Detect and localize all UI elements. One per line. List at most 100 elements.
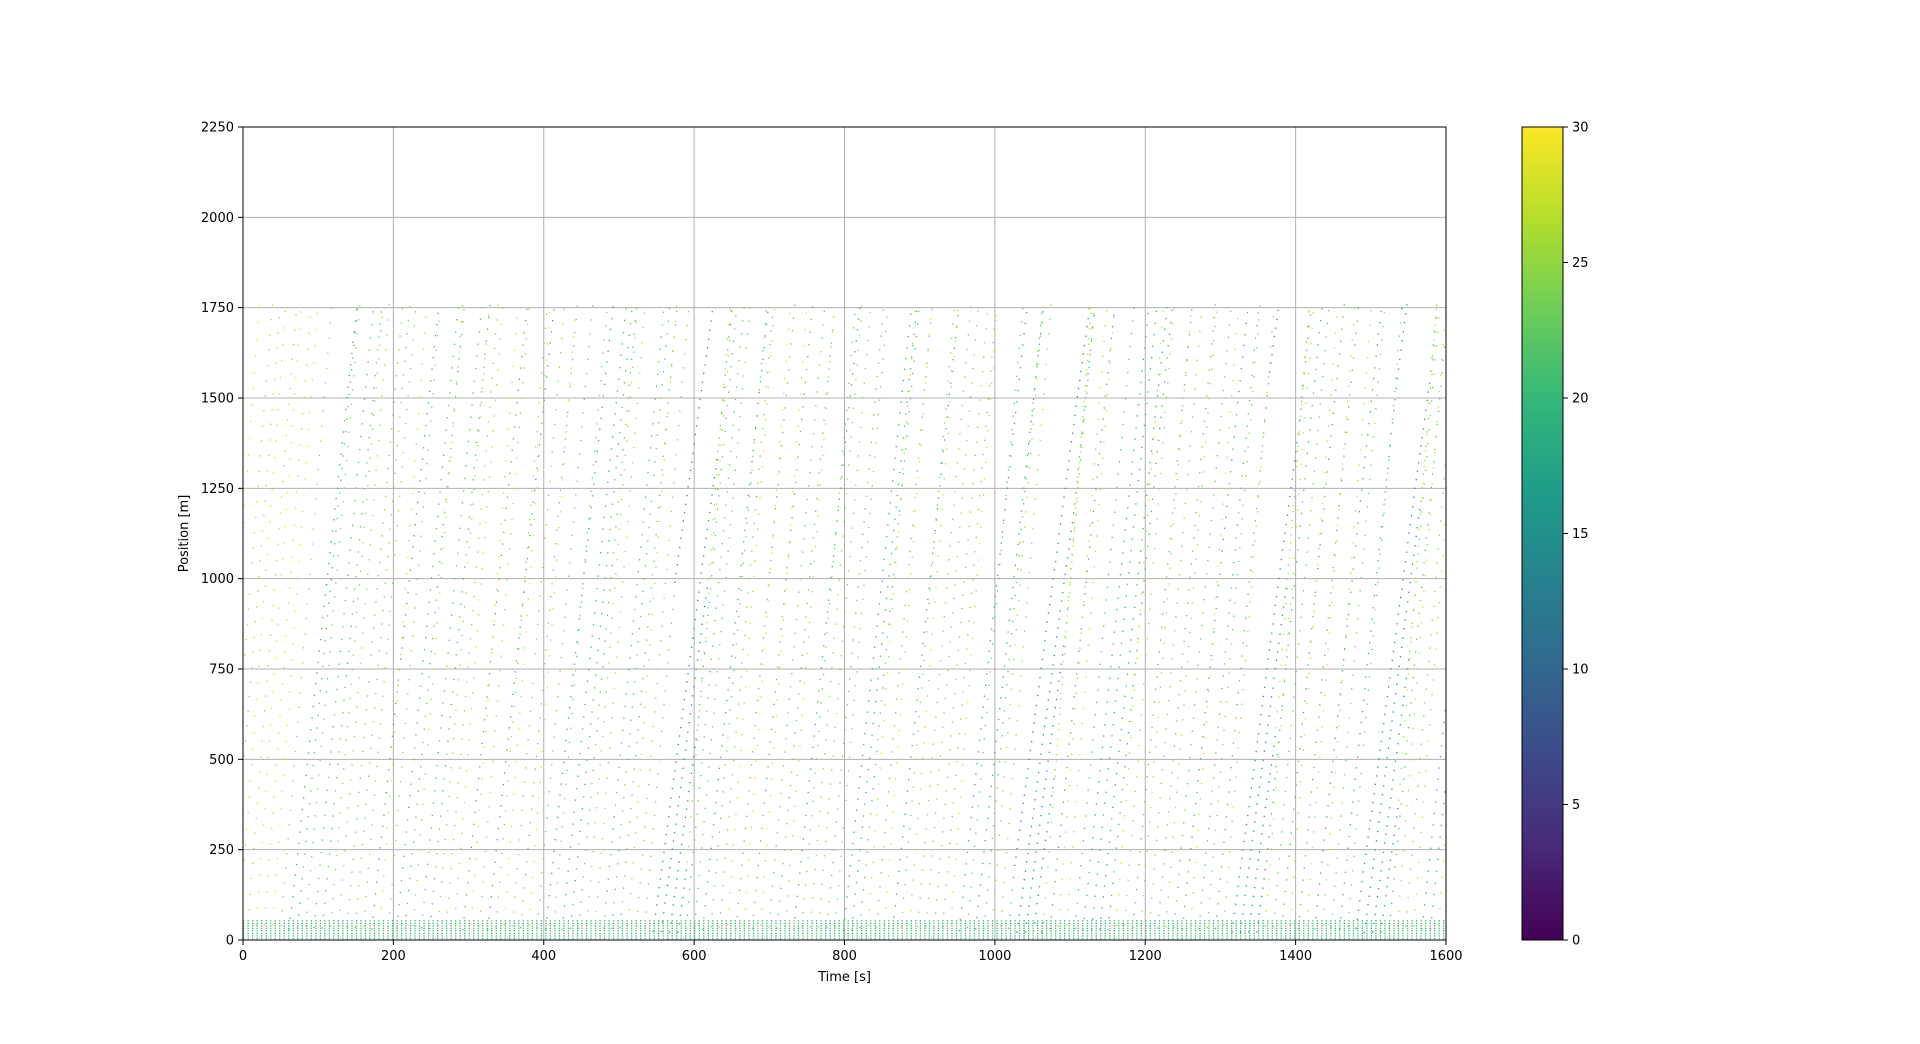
trajectory-point bbox=[921, 428, 923, 430]
trajectory-point bbox=[970, 886, 972, 888]
trajectory-point bbox=[1034, 861, 1036, 863]
trajectory-point bbox=[407, 556, 409, 558]
trajectory-point bbox=[477, 778, 480, 780]
trajectory-point bbox=[506, 496, 509, 498]
trajectory-point bbox=[850, 355, 852, 357]
trajectory-point bbox=[1009, 808, 1011, 810]
trajectory-point bbox=[1004, 867, 1006, 869]
trajectory-point bbox=[581, 594, 583, 597]
trajectory-point bbox=[452, 355, 454, 358]
trajectory-point bbox=[848, 570, 850, 572]
trajectory-point bbox=[645, 911, 647, 913]
trajectory-point bbox=[812, 575, 814, 577]
trajectory-point bbox=[459, 335, 461, 338]
trajectory-point bbox=[1082, 421, 1084, 423]
trajectory-point bbox=[660, 640, 662, 642]
trajectory-point bbox=[644, 652, 646, 654]
trajectory-point bbox=[834, 623, 837, 625]
trajectory-point bbox=[723, 723, 725, 725]
trajectory-point bbox=[888, 859, 891, 862]
trajectory-point bbox=[721, 804, 723, 807]
trajectory-point bbox=[769, 567, 772, 570]
trajectory-point bbox=[795, 618, 798, 621]
trajectory-point bbox=[1050, 595, 1052, 598]
trajectory-point bbox=[773, 747, 775, 749]
trajectory-point bbox=[907, 335, 909, 338]
trajectory-point bbox=[533, 782, 535, 784]
trajectory-point bbox=[478, 925, 481, 927]
trajectory-point bbox=[1015, 629, 1017, 631]
trajectory-point bbox=[896, 762, 898, 764]
trajectory-point bbox=[633, 351, 635, 353]
trajectory-point bbox=[882, 358, 884, 360]
trajectory-point bbox=[471, 835, 474, 837]
trajectory-point bbox=[1043, 788, 1046, 790]
trajectory-point bbox=[590, 506, 592, 509]
trajectory-point bbox=[929, 589, 931, 591]
trajectory-point bbox=[983, 738, 985, 740]
trajectory-point bbox=[335, 854, 338, 857]
trajectory-point bbox=[654, 398, 656, 400]
trajectory-point bbox=[322, 665, 324, 667]
trajectory-point bbox=[398, 349, 400, 351]
trajectory-point bbox=[910, 537, 912, 540]
trajectory-point bbox=[670, 922, 672, 924]
trajectory-point bbox=[293, 765, 295, 767]
trajectory-point bbox=[345, 408, 347, 410]
trajectory-point bbox=[396, 700, 398, 702]
trajectory-point bbox=[618, 850, 620, 852]
trajectory-point bbox=[1081, 362, 1083, 364]
trajectory-point bbox=[431, 368, 433, 370]
trajectory-point bbox=[416, 803, 418, 805]
trajectory-point bbox=[361, 647, 363, 649]
trajectory-point bbox=[345, 431, 347, 433]
trajectory-point bbox=[609, 747, 611, 749]
trajectory-point bbox=[945, 790, 947, 792]
trajectory-point bbox=[522, 663, 525, 665]
trajectory-point bbox=[467, 562, 469, 564]
trajectory-point bbox=[1084, 691, 1086, 694]
trajectory-point bbox=[786, 567, 788, 569]
trajectory-point bbox=[329, 590, 331, 593]
trajectory-point bbox=[354, 588, 356, 590]
trajectory-point bbox=[811, 306, 814, 308]
trajectory-point bbox=[484, 353, 486, 355]
trajectory-point bbox=[1075, 492, 1077, 494]
trajectory-point bbox=[1046, 348, 1049, 350]
trajectory-point bbox=[924, 842, 926, 844]
trajectory-point bbox=[978, 791, 981, 793]
trajectory-point bbox=[971, 806, 973, 808]
trajectory-point bbox=[843, 437, 845, 439]
trajectory-point bbox=[273, 457, 276, 459]
trajectory-point bbox=[436, 586, 439, 588]
trajectory-point bbox=[422, 741, 424, 744]
trajectory-point bbox=[797, 425, 799, 427]
trajectory-point bbox=[383, 875, 385, 877]
trajectory-point bbox=[399, 416, 401, 418]
trajectory-point bbox=[1067, 909, 1069, 911]
trajectory-point bbox=[874, 764, 877, 766]
trajectory-point bbox=[829, 783, 832, 785]
trajectory-point bbox=[823, 310, 825, 312]
trajectory-point bbox=[896, 546, 898, 548]
trajectory-point bbox=[298, 842, 300, 845]
trajectory-point bbox=[271, 304, 273, 306]
trajectory-point bbox=[616, 558, 618, 561]
trajectory-point bbox=[1050, 821, 1053, 823]
trajectory-point bbox=[987, 430, 989, 432]
trajectory-point bbox=[364, 817, 366, 819]
trajectory-point bbox=[338, 826, 340, 829]
trajectory-point bbox=[654, 461, 656, 463]
trajectory-point bbox=[350, 683, 352, 685]
trajectory-point bbox=[988, 414, 990, 417]
trajectory-point bbox=[565, 603, 567, 605]
trajectory-point bbox=[532, 682, 534, 685]
trajectory-point bbox=[1079, 877, 1081, 879]
trajectory-point bbox=[726, 699, 728, 702]
trajectory-point bbox=[472, 610, 474, 612]
trajectory-point bbox=[741, 662, 743, 664]
trajectory-point bbox=[502, 838, 504, 840]
trajectory-point bbox=[715, 503, 718, 505]
trajectory-point bbox=[921, 687, 923, 689]
trajectory-point bbox=[606, 890, 608, 892]
